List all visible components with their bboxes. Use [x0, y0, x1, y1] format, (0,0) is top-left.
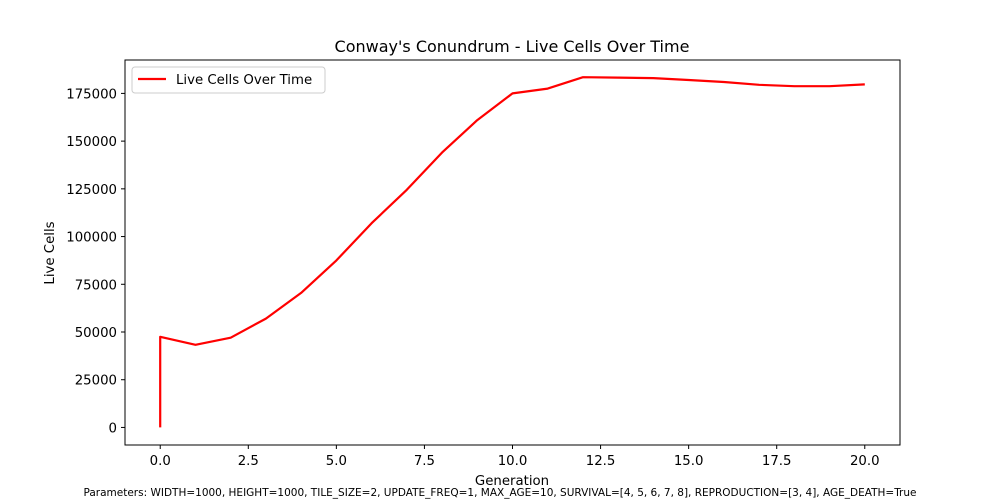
- x-tick-label: 0.0: [150, 454, 171, 469]
- legend-label: Live Cells Over Time: [176, 73, 312, 88]
- x-tick-label: 10.0: [498, 454, 528, 469]
- chart-title: Conway's Conundrum - Live Cells Over Tim…: [335, 37, 690, 56]
- x-tick-label: 2.5: [238, 454, 259, 469]
- x-tick-label: 5.0: [326, 454, 347, 469]
- parameters-footer: Parameters: WIDTH=1000, HEIGHT=1000, TIL…: [84, 487, 917, 499]
- x-tick-label: 17.5: [762, 454, 792, 469]
- x-axis-title: Generation: [475, 474, 549, 489]
- y-tick-label: 0: [109, 421, 117, 436]
- legend-box: [131, 66, 326, 94]
- y-axis-title: Live Cells: [43, 221, 58, 284]
- y-tick-label: 75000: [75, 278, 117, 293]
- x-tick-label: 15.0: [674, 454, 704, 469]
- x-tick-label: 20.0: [850, 454, 880, 469]
- y-tick-label: 25000: [75, 374, 117, 389]
- plot-area: 0.0 2.5 5.0 7.5 10.0 12.5 15.0 17.5 20.0 0 25000 50…: [66, 59, 901, 469]
- y-tick-label: 125000: [66, 183, 117, 198]
- axes-frame: [124, 59, 901, 446]
- x-tick-label: 7.5: [414, 454, 435, 469]
- y-tick-label: 50000: [75, 326, 117, 341]
- x-tick-label: 12.5: [586, 454, 616, 469]
- y-tick-label: 100000: [66, 231, 117, 246]
- y-tick-label: 175000: [66, 87, 117, 102]
- series-line-0: [159, 76, 865, 428]
- y-tick-label: 150000: [66, 135, 117, 150]
